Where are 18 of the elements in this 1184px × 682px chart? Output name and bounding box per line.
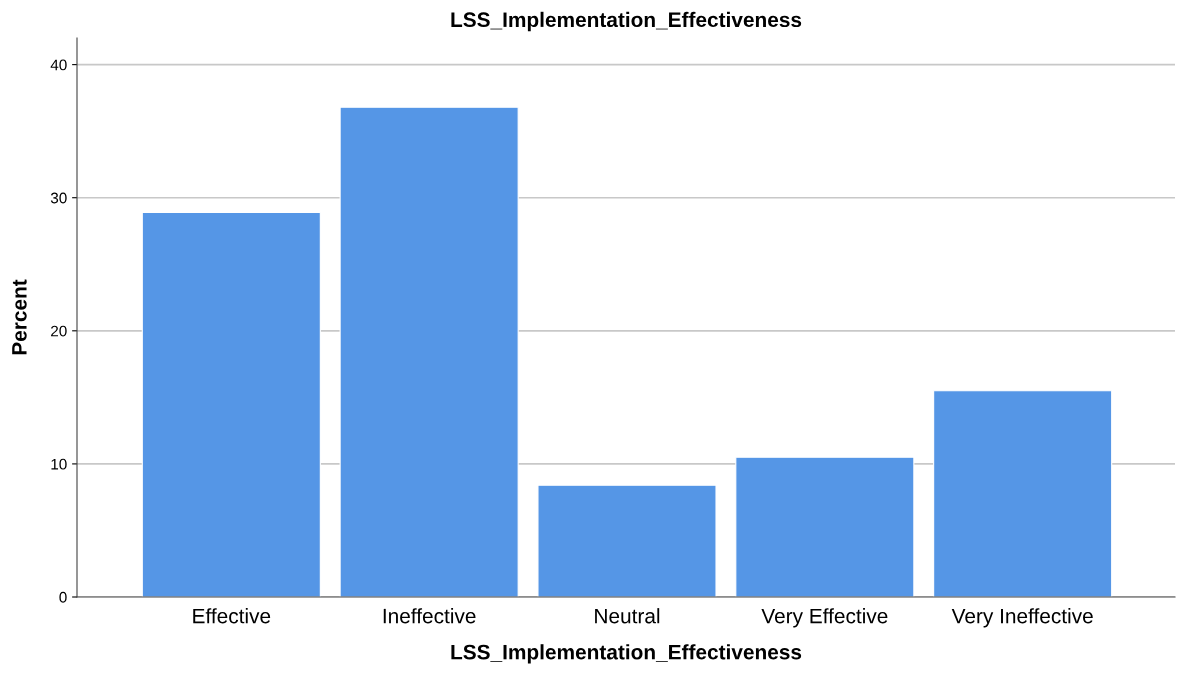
x-tick-label: Neutral: [595, 608, 660, 624]
x-tick-label: Ineffective: [383, 608, 476, 624]
y-tick-label: 30: [50, 192, 67, 204]
y-tick-label: 20: [51, 325, 67, 337]
bar: [735, 456, 915, 597]
chart-title: LSS_Implementation_Effectiveness: [451, 11, 802, 32]
x-tick-label: Effective: [193, 608, 271, 624]
bar: [933, 390, 1113, 597]
x-tick-label: Very Ineffective: [951, 608, 1093, 628]
bar: [537, 484, 717, 597]
bar: [339, 106, 519, 597]
y-tick-label: 40: [50, 59, 67, 71]
bar: [141, 211, 321, 597]
x-tick-label: Very Effective: [761, 608, 888, 628]
y-axis-title: Percent: [12, 279, 27, 355]
y-tick-label: 0: [59, 591, 67, 603]
x-axis-title: LSS_Implementation_Effectiveness: [451, 644, 802, 664]
y-tick-label: 10: [51, 458, 67, 470]
